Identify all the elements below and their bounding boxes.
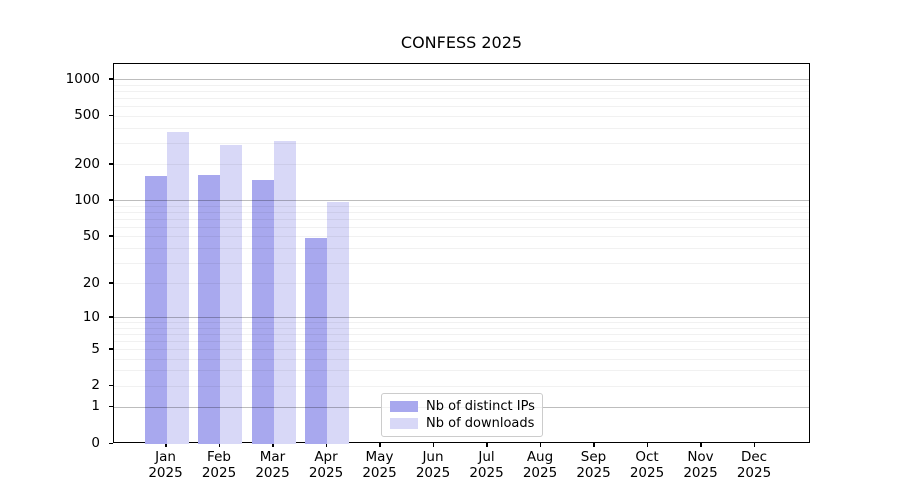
minor-gridline: [114, 205, 809, 207]
x-tick-label-apr: Apr 2025: [308, 449, 344, 481]
minor-gridline: [114, 211, 809, 213]
y-tick-label: 100: [74, 191, 100, 208]
x-tick-mark: [325, 443, 327, 447]
minor-gridline: [114, 115, 809, 117]
minor-gridline: [114, 91, 809, 93]
minor-gridline: [114, 327, 809, 329]
minor-gridline: [114, 333, 809, 335]
chart-title: CONFESS 2025: [400, 33, 523, 52]
x-tick-mark: [165, 443, 167, 447]
x-tick-mark: [432, 443, 434, 447]
major-gridline: [114, 317, 809, 319]
x-tick-mark: [218, 443, 220, 447]
x-tick-mark: [379, 443, 381, 447]
minor-gridline: [114, 385, 809, 387]
y-tick-mark: [109, 199, 113, 201]
y-tick-mark: [109, 78, 113, 80]
bar-downloads-mar: [273, 140, 296, 444]
y-tick-mark: [109, 405, 113, 408]
x-tick-mark: [753, 443, 755, 447]
y-tick-label: 200: [74, 155, 100, 172]
y-tick-mark: [109, 282, 113, 284]
y-tick-mark: [109, 316, 113, 318]
y-tick-label: 1: [91, 398, 100, 415]
minor-gridline: [114, 247, 809, 249]
x-tick-label-jan: Jan 2025: [148, 449, 183, 481]
minor-gridline: [114, 340, 809, 342]
major-gridline: [114, 200, 809, 202]
y-tick-label: 2: [91, 377, 100, 394]
y-tick-label: 1000: [65, 70, 100, 87]
x-tick-label-jun: Jun 2025: [415, 449, 451, 481]
x-tick-label-jul: Jul 2025: [469, 449, 504, 481]
bar-distinct-ips-feb: [198, 174, 220, 444]
minor-gridline: [114, 164, 809, 166]
y-tick-mark: [109, 114, 113, 117]
minor-gridline: [114, 142, 809, 144]
x-tick-label-may: May 2025: [362, 449, 397, 481]
x-tick-mark: [486, 443, 488, 447]
minor-gridline: [114, 98, 809, 100]
minor-gridline: [114, 127, 809, 129]
y-tick-label: 10: [82, 308, 100, 325]
x-tick-mark: [646, 443, 648, 447]
y-tick-label: 20: [82, 274, 100, 291]
minor-gridline: [114, 322, 809, 324]
legend-label-downloads: Nb of downloads: [426, 416, 535, 431]
bar-downloads-apr: [327, 202, 349, 444]
y-tick-mark: [109, 348, 113, 350]
x-tick-mark: [593, 443, 595, 447]
x-tick-label-aug: Aug 2025: [522, 449, 558, 481]
legend-swatch-downloads: [390, 418, 418, 429]
x-tick-mark: [700, 443, 702, 447]
y-tick-mark: [109, 442, 113, 444]
minor-gridline: [114, 106, 809, 108]
minor-gridline: [114, 236, 809, 238]
minor-gridline: [114, 283, 809, 285]
minor-gridline: [114, 370, 809, 372]
y-tick-label: 500: [74, 107, 100, 124]
plot-area: Nb of distinct IPs Nb of downloads: [113, 63, 810, 444]
minor-gridline: [114, 218, 809, 220]
x-tick-label-mar: Mar 2025: [255, 449, 290, 481]
minor-gridline: [114, 226, 809, 228]
legend-item-distinct-ips: Nb of distinct IPs: [390, 399, 535, 414]
legend-swatch-distinct-ips: [390, 401, 418, 412]
minor-gridline: [114, 358, 809, 360]
x-tick-label-nov: Nov 2025: [683, 449, 718, 481]
legend-item-downloads: Nb of downloads: [390, 416, 534, 431]
x-tick-label-sep: Sep 2025: [576, 449, 611, 481]
bar-distinct-ips-mar: [251, 180, 274, 444]
y-tick-mark: [109, 163, 113, 165]
y-tick-mark: [109, 384, 113, 387]
minor-gridline: [114, 262, 809, 264]
y-tick-label: 5: [91, 340, 100, 357]
legend: Nb of distinct IPs Nb of downloads: [381, 393, 543, 437]
x-tick-mark: [272, 443, 274, 447]
y-tick-label: 50: [82, 227, 100, 244]
y-tick-mark: [109, 235, 113, 237]
x-tick-label-feb: Feb 2025: [201, 449, 237, 481]
bar-distinct-ips-apr: [305, 237, 327, 444]
x-tick-label-oct: Oct 2025: [629, 449, 665, 481]
x-tick-label-dec: Dec 2025: [736, 449, 772, 481]
major-gridline: [114, 79, 809, 81]
bar-downloads-jan: [166, 131, 189, 444]
y-tick-label: 0: [91, 435, 100, 451]
bar-downloads-feb: [220, 145, 242, 444]
legend-label-distinct-ips: Nb of distinct IPs: [426, 399, 535, 414]
x-tick-mark: [539, 443, 541, 447]
minor-gridline: [114, 85, 809, 86]
bar-distinct-ips-jan: [144, 176, 167, 444]
minor-gridline: [114, 349, 809, 351]
